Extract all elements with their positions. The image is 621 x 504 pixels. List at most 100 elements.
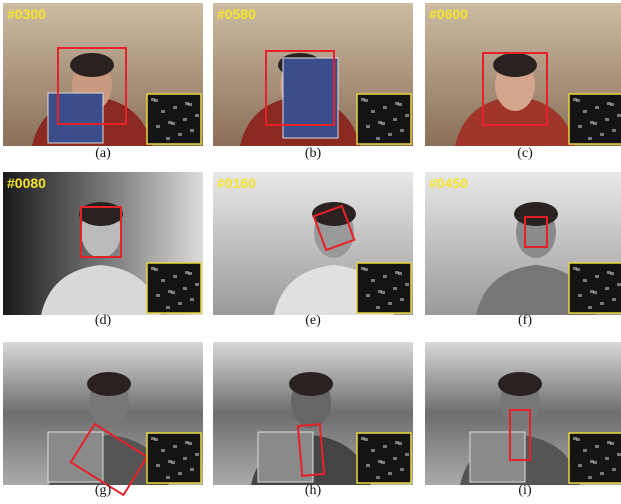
- inset-speck: [190, 468, 194, 471]
- inset-speck: [610, 442, 614, 445]
- frame-label: #0600: [429, 6, 468, 22]
- inset-speck: [161, 279, 165, 282]
- inset-speck: [388, 302, 392, 305]
- inset-speck: [595, 106, 599, 109]
- inset-speck: [398, 272, 402, 275]
- inset-speck: [171, 291, 175, 294]
- inset-speck: [364, 438, 368, 441]
- inset-speck: [605, 118, 609, 121]
- inset-speck: [154, 268, 158, 271]
- inset-speck: [388, 472, 392, 475]
- inset-speck: [156, 125, 160, 128]
- inset-speck: [605, 457, 609, 460]
- panel: [425, 342, 621, 485]
- inset-speck: [405, 453, 409, 456]
- inset-speck: [576, 99, 580, 102]
- inset-speck: [183, 457, 187, 460]
- caption: (d): [95, 313, 112, 328]
- inset-speck: [593, 122, 597, 125]
- magazine: [48, 432, 103, 482]
- inset-speck: [364, 268, 368, 271]
- inset-speck: [576, 438, 580, 441]
- inset-speck: [600, 302, 604, 305]
- inset-speck: [195, 283, 199, 286]
- inset-speck: [400, 298, 404, 301]
- inset-speck: [383, 106, 387, 109]
- inset-speck: [398, 442, 402, 445]
- inset-speck: [183, 118, 187, 121]
- inset-speck: [383, 445, 387, 448]
- inset-speck: [405, 114, 409, 117]
- inset-speck: [612, 298, 616, 301]
- inset-speck: [576, 268, 580, 271]
- frame-label: #0450: [429, 175, 468, 191]
- magazine: [48, 93, 103, 143]
- person-hair: [79, 202, 123, 226]
- panel: #0580: [213, 3, 413, 146]
- caption: (h): [305, 483, 322, 498]
- inset-speck: [371, 279, 375, 282]
- inset-speck: [166, 476, 170, 479]
- inset-speck: [583, 110, 587, 113]
- inset-speck: [612, 468, 616, 471]
- person-hair: [87, 372, 131, 396]
- magazine: [470, 432, 525, 482]
- inset-speck: [588, 137, 592, 140]
- inset-speck: [600, 472, 604, 475]
- inset-speck: [366, 125, 370, 128]
- inset-speck: [178, 302, 182, 305]
- inset-speck: [371, 110, 375, 113]
- inset-speck: [161, 449, 165, 452]
- inset-speck: [188, 442, 192, 445]
- frame-label: #0080: [7, 175, 46, 191]
- inset-speck: [583, 449, 587, 452]
- figure: #0300(a)#0580(b)#0600(c)#0080(d)#0160(e)…: [0, 0, 621, 504]
- caption: (i): [518, 483, 532, 498]
- inset-speck: [183, 287, 187, 290]
- person-hair: [493, 53, 537, 77]
- inset-speck: [188, 103, 192, 106]
- inset-speck: [188, 272, 192, 275]
- panel: #0300: [3, 3, 203, 146]
- inset-speck: [405, 283, 409, 286]
- panel: [3, 342, 203, 495]
- frame-label: #0580: [217, 6, 256, 22]
- inset-speck: [398, 103, 402, 106]
- inset-speck: [366, 294, 370, 297]
- inset-speck: [166, 137, 170, 140]
- inset-speck: [593, 291, 597, 294]
- inset-speck: [578, 464, 582, 467]
- panel: #0600: [425, 3, 621, 146]
- inset-speck: [588, 476, 592, 479]
- inset-speck: [381, 291, 385, 294]
- inset-speck: [388, 133, 392, 136]
- inset-speck: [610, 272, 614, 275]
- inset-speck: [393, 118, 397, 121]
- person-hair: [498, 372, 542, 396]
- inset-speck: [376, 306, 380, 309]
- inset-speck: [195, 453, 199, 456]
- inset-speck: [617, 453, 621, 456]
- person-hair: [289, 372, 333, 396]
- panel: #0160: [213, 172, 413, 315]
- inset-speck: [612, 129, 616, 132]
- inset-speck: [588, 306, 592, 309]
- inset-speck: [617, 283, 621, 286]
- panel: #0080: [3, 172, 203, 315]
- caption: (c): [517, 146, 533, 161]
- panel: #0450: [425, 172, 621, 315]
- inset-speck: [393, 287, 397, 290]
- inset-speck: [173, 275, 177, 278]
- inset-speck: [154, 438, 158, 441]
- frame-label: #0160: [217, 175, 256, 191]
- inset-speck: [371, 449, 375, 452]
- inset-speck: [195, 114, 199, 117]
- inset-speck: [383, 275, 387, 278]
- inset-speck: [595, 445, 599, 448]
- inset-speck: [161, 110, 165, 113]
- caption: (e): [305, 313, 321, 328]
- inset-speck: [400, 129, 404, 132]
- inset-speck: [381, 122, 385, 125]
- caption: (g): [95, 483, 112, 498]
- inset-speck: [190, 298, 194, 301]
